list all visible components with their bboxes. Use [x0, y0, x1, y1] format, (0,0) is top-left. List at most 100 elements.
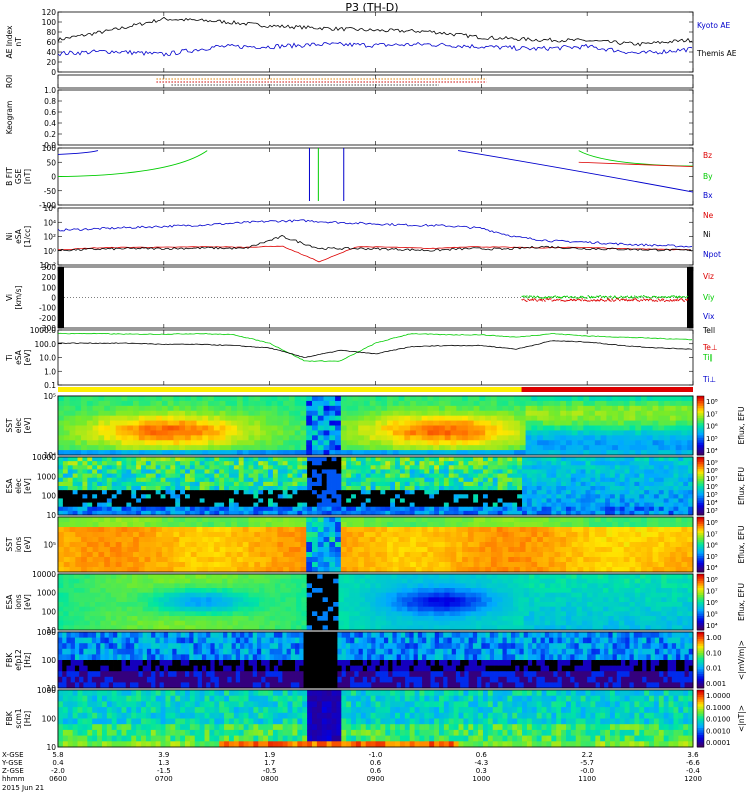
ytick-label: 1.0 — [44, 367, 56, 376]
spec-cell — [554, 450, 561, 456]
spec-cell — [355, 469, 362, 474]
spec-cell — [434, 469, 440, 474]
ytick-label: 0 — [51, 294, 56, 303]
spec-cell — [351, 498, 357, 503]
spec-cell — [185, 481, 191, 487]
spec-cell — [243, 457, 249, 462]
spec-cell — [585, 510, 591, 516]
spec-cell — [323, 557, 330, 563]
spec-cell — [355, 494, 362, 499]
spec-cell — [600, 450, 607, 456]
spec-cell — [566, 502, 572, 508]
spec-cell — [392, 542, 399, 548]
colorbar-cell — [697, 459, 704, 463]
spec-cell — [131, 477, 137, 483]
spec-cell — [678, 498, 684, 503]
spec-cell — [635, 440, 642, 446]
spec-cell — [277, 435, 284, 441]
spec-cell — [542, 425, 550, 431]
spec-cell — [525, 415, 532, 421]
spec-cell — [150, 450, 157, 456]
spec-cell — [687, 425, 694, 431]
spec-cell — [463, 457, 469, 462]
spec-cell — [150, 522, 157, 528]
spec-cell — [439, 435, 446, 441]
spec-cell — [375, 440, 382, 446]
spec-cell — [341, 477, 347, 483]
spec-cell — [131, 469, 137, 474]
spec-cell — [434, 461, 440, 466]
spec-cell — [664, 542, 671, 548]
spec-cell — [133, 425, 140, 431]
spec-cell — [260, 420, 267, 426]
spec-cell — [490, 400, 498, 407]
spec-cell — [560, 522, 567, 528]
spec-cell — [145, 502, 152, 508]
colorbar-tick: 10⁷ — [706, 410, 718, 418]
spec-cell — [336, 477, 342, 483]
spec-cell — [583, 425, 590, 431]
spec-cell — [525, 410, 532, 417]
spec-cell — [271, 435, 278, 441]
spec-cell — [160, 486, 166, 491]
spec-cell — [635, 400, 642, 407]
spec-cell — [635, 425, 642, 431]
spec-cell — [566, 461, 572, 466]
spec-cell — [277, 490, 284, 495]
spec-cell — [92, 450, 99, 456]
spec-cell — [385, 510, 391, 516]
spec-cell — [571, 537, 578, 543]
spec-cell — [225, 567, 232, 573]
spec-cell — [414, 461, 420, 466]
spec-cell — [272, 477, 279, 483]
spec-cell — [97, 461, 103, 466]
spec-cell — [415, 517, 423, 523]
spec-cell — [109, 430, 117, 436]
spec-cell — [170, 502, 176, 508]
spec-cell — [583, 405, 590, 412]
spec-cell — [292, 486, 298, 491]
spec-cell — [63, 527, 70, 533]
spec-cell — [427, 410, 434, 417]
spec-cell — [399, 477, 406, 483]
spec-cell — [317, 567, 324, 573]
legend-vix: Vix — [703, 312, 715, 321]
spec-cell — [619, 506, 626, 512]
spec-cell — [617, 415, 625, 421]
spec-cell — [202, 557, 209, 563]
spec-cell — [288, 425, 296, 431]
spec-cell — [619, 494, 626, 499]
ytick-label: 10 — [46, 511, 56, 520]
spec-cell — [352, 440, 359, 446]
spec-cell — [410, 445, 417, 451]
spec-cell — [238, 469, 245, 474]
spec-cell — [77, 498, 83, 503]
spec-cell — [317, 420, 324, 426]
spec-cell — [329, 410, 336, 417]
spec-cell — [69, 440, 76, 446]
spec-cell — [600, 440, 607, 446]
ylabel-text: Ti — [5, 354, 14, 361]
spec-cell — [575, 457, 582, 462]
spec-cell — [644, 494, 650, 499]
spec-cell — [566, 557, 573, 563]
spec-cell — [282, 477, 288, 483]
spec-cell — [415, 396, 423, 402]
spec-cell — [381, 410, 388, 417]
spec-cell — [571, 410, 578, 417]
series-viy — [531, 296, 534, 299]
spec-cell — [306, 415, 313, 421]
spec-cell — [208, 527, 215, 533]
spec-cell — [243, 473, 249, 479]
spec-cell — [649, 498, 655, 503]
spec-cell — [306, 537, 313, 543]
spec-cell — [116, 510, 122, 516]
spec-cell — [265, 552, 272, 558]
spec-cell — [429, 481, 435, 487]
spec-cell — [231, 400, 238, 407]
spec-cell — [213, 435, 221, 441]
spec-cell — [58, 440, 65, 446]
spec-cell — [69, 517, 76, 523]
spec-cell — [306, 450, 313, 456]
spec-cell — [358, 440, 365, 446]
